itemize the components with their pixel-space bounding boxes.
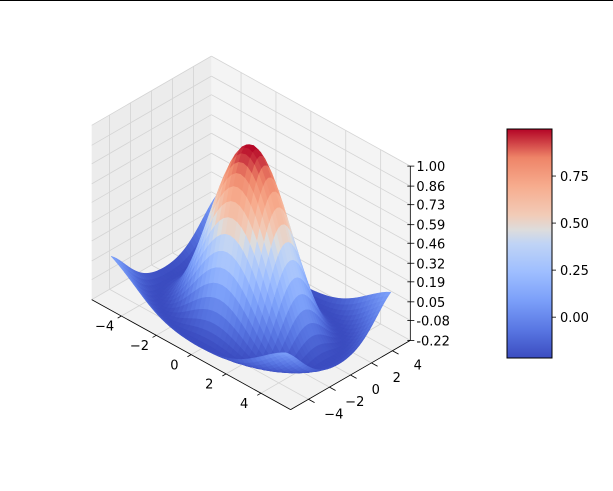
colorbar-tick-label: 0.75: [560, 170, 589, 185]
colorbar-ticks: 0.00 0.25 0.50 0.75: [552, 170, 589, 326]
z-tick-label: 0.86: [416, 180, 445, 195]
y-tick-label: 4: [414, 359, 422, 374]
grid-line: [91, 132, 212, 203]
z-tick-label: 0.05: [416, 296, 445, 311]
x-tick-label: −4: [95, 320, 114, 335]
y-tick-mark: [392, 350, 399, 355]
grid-line: [91, 152, 212, 223]
y-tick-mark: [308, 398, 315, 404]
z-tick-label: 0.73: [416, 199, 445, 214]
grid-line: [211, 55, 411, 167]
z-tick-label: 0.46: [416, 237, 445, 252]
x-axis-ticks: −4 −2 0 2 4: [95, 315, 262, 412]
grid-line: [91, 94, 212, 165]
y-tick-label: −4: [324, 407, 343, 422]
y-tick-mark: [329, 386, 336, 391]
grid-line: [91, 210, 212, 280]
x-tick-mark: [152, 334, 157, 338]
z-tick-label: 0.19: [416, 276, 445, 291]
x-tick-label: 4: [240, 397, 248, 412]
y-tick-mark: [350, 374, 357, 379]
x-tick-mark: [222, 373, 227, 377]
grid-line: [91, 191, 212, 262]
surface-patch: [281, 352, 289, 355]
x-tick-mark: [257, 392, 262, 396]
x-tick-label: −2: [130, 339, 149, 354]
z-tick-label: -0.08: [416, 314, 450, 329]
x-tick-label: 2: [205, 378, 213, 393]
x-tick-label: 0: [170, 358, 178, 373]
colorbar-gradient: [506, 128, 553, 359]
z-tick-label: 1.00: [416, 160, 445, 175]
y-tick-label: 0: [372, 383, 380, 398]
z-tick-label: 0.59: [416, 219, 445, 234]
grid-line: [211, 94, 411, 206]
z-tick-label: -0.22: [416, 334, 450, 349]
x-tick-mark: [187, 354, 192, 358]
colorbar: 0.00 0.25 0.50 0.75: [506, 128, 589, 359]
grid-line: [91, 75, 212, 146]
grid-line: [91, 55, 212, 126]
y-axis-ticks: −4−2 024: [308, 350, 422, 422]
colorbar-tick-label: 0.50: [560, 217, 589, 232]
colorbar-tick-label: 0.00: [560, 311, 589, 326]
top-border: [0, 0, 613, 1]
y-tick-label: −2: [345, 395, 364, 410]
grid-line: [211, 75, 411, 187]
z-axis-ticks: -0.22 -0.08 0.05 0.19 0.32 0.46 0.59 0.73 0.86 1.…: [407, 160, 450, 349]
colorbar-tick-label: 0.25: [560, 264, 589, 279]
z-tick-label: 0.32: [416, 257, 445, 272]
y-tick-label: 2: [393, 371, 401, 386]
y-tick-mark: [371, 362, 378, 367]
grid-line: [211, 114, 411, 226]
x-tick-mark: [117, 315, 122, 319]
grid-line: [91, 114, 212, 185]
grid-line: [91, 171, 212, 242]
surface: [110, 144, 392, 374]
